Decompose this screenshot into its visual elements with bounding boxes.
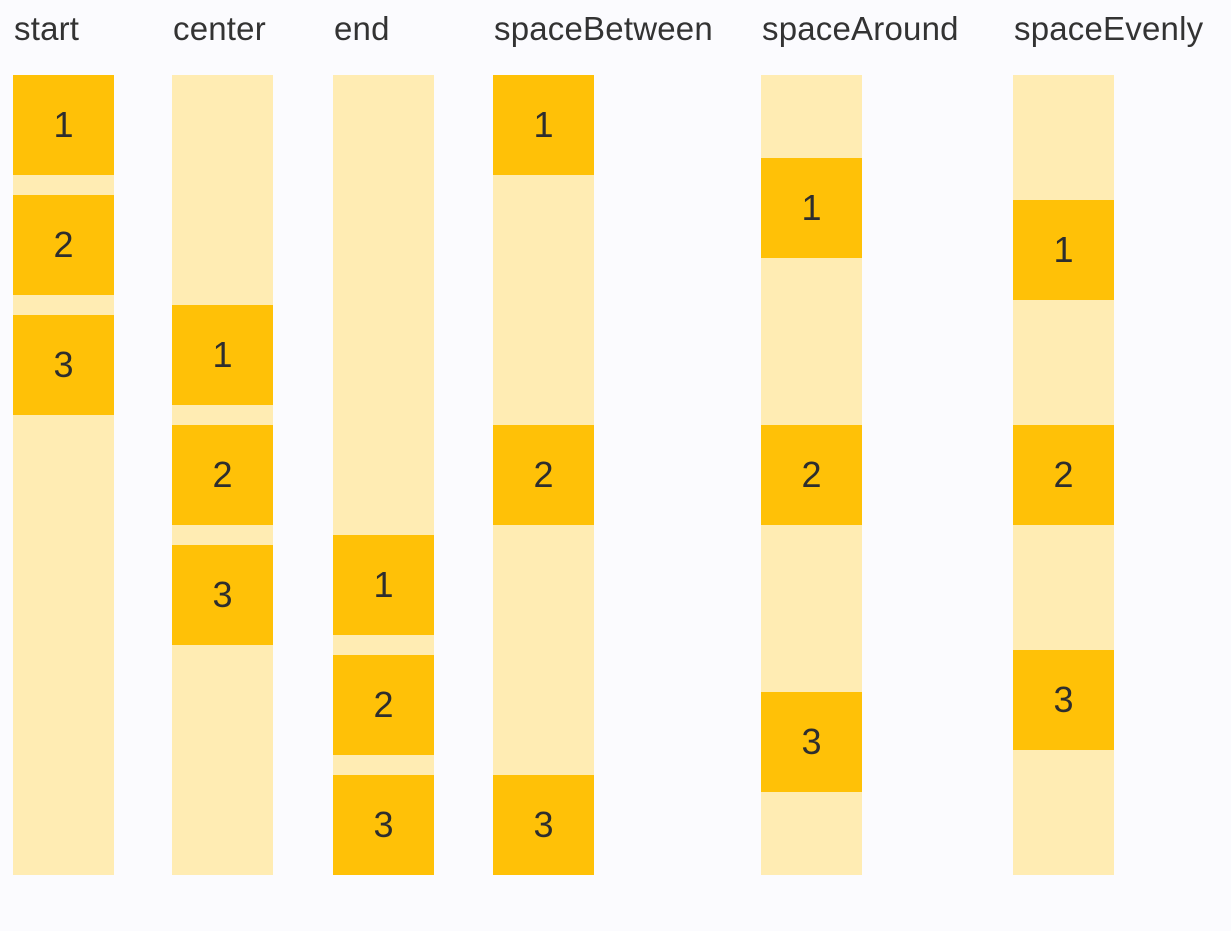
flex-item-3: 3 [1013,650,1114,750]
flex-track-spaceBetween: 1 2 3 [493,75,594,875]
flex-item-3: 3 [333,775,434,875]
flex-item-2: 2 [761,425,862,525]
flex-item-number: 3 [373,804,394,845]
flex-item-1: 1 [1013,200,1114,300]
alignment-demo-spaceAround: spaceAround 1 2 3 [761,0,958,875]
flex-item-1: 1 [761,158,862,258]
alignment-demo-center: center 1 2 3 [172,0,273,875]
flex-item-number: 2 [801,454,822,495]
flex-item-number: 1 [373,564,394,605]
flex-item-number: 2 [212,454,233,495]
alignment-demo-start: start 1 2 3 [13,0,114,875]
flex-item-number: 1 [801,187,822,228]
alignment-label: start [14,10,80,47]
flex-item-3: 3 [172,545,273,645]
flex-item-2: 2 [333,655,434,755]
flex-item-1: 1 [333,535,434,635]
flex-item-2: 2 [172,425,273,525]
flex-item-2: 2 [13,195,114,295]
flex-item-number: 1 [53,104,74,145]
flex-item-number: 1 [212,334,233,375]
flex-item-2: 2 [1013,425,1114,525]
flex-item-1: 1 [493,75,594,175]
flex-track-end: 1 2 3 [333,75,434,875]
flex-track-spaceAround: 1 2 3 [761,75,862,875]
flex-item-3: 3 [493,775,594,875]
flex-item-number: 3 [533,804,554,845]
flex-item-number: 2 [1053,454,1074,495]
flex-item-1: 1 [172,305,273,405]
alignment-label: spaceBetween [494,10,713,47]
alignment-label: end [334,10,390,47]
flex-track-spaceEvenly: 1 2 3 [1013,75,1114,875]
flex-item-number: 3 [53,344,74,385]
alignment-demo-end: end 1 2 3 [333,0,434,875]
alignment-demo-spaceBetween: spaceBetween 1 2 3 [493,0,713,875]
flex-item-3: 3 [13,315,114,415]
alignment-label: spaceEvenly [1014,10,1204,47]
flex-item-number: 1 [1053,229,1074,270]
flex-track-center: 1 2 3 [172,75,273,875]
flex-item-number: 2 [53,224,74,265]
flex-item-1: 1 [13,75,114,175]
flex-item-number: 3 [801,721,822,762]
flex-item-number: 1 [533,104,554,145]
flex-item-number: 3 [212,574,233,615]
alignment-label: spaceAround [762,10,959,47]
flex-item-number: 3 [1053,679,1074,720]
flex-item-number: 2 [533,454,554,495]
flex-item-2: 2 [493,425,594,525]
flex-item-number: 2 [373,684,394,725]
flex-item-3: 3 [761,692,862,792]
flex-track-start: 1 2 3 [13,75,114,875]
alignment-demo-spaceEvenly: spaceEvenly 1 2 3 [1013,0,1203,875]
alignment-label: center [173,10,266,47]
